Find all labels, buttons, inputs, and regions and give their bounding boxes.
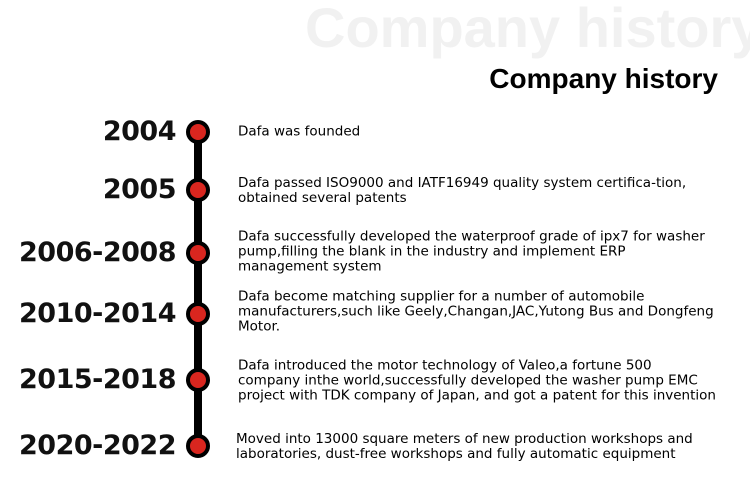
- timeline-year: 2006-2008: [19, 237, 177, 268]
- timeline-description: Moved into 13000 square meters of new pr…: [236, 431, 693, 462]
- timeline-year: 2005: [102, 174, 177, 205]
- timeline-description: Dafa was founded: [238, 123, 361, 140]
- page-title: Company history: [489, 63, 718, 94]
- timeline-year: 2020-2022: [19, 430, 177, 461]
- timeline-dot-icon: [186, 302, 210, 326]
- timeline-dot-icon: [186, 434, 210, 458]
- timeline-year: 2010-2014: [19, 298, 177, 329]
- timeline-line: [194, 132, 202, 445]
- timeline-year: 2004: [102, 116, 177, 147]
- timeline-description: Dafa passed ISO9000 and IATF16949 qualit…: [238, 175, 687, 206]
- timeline-year: 2015-2018: [19, 364, 177, 395]
- timeline-dot-icon: [186, 241, 210, 265]
- timeline-description: Dafa introduced the motor technology of …: [238, 357, 716, 404]
- timeline-description: Dafa successfully developed the waterpro…: [238, 228, 705, 275]
- watermark-title: Company history: [305, 0, 750, 59]
- timeline-dot-icon: [186, 368, 210, 392]
- timeline-dot-icon: [186, 178, 210, 202]
- timeline-dot-icon: [186, 120, 210, 144]
- timeline-description: Dafa become matching supplier for a numb…: [238, 288, 714, 335]
